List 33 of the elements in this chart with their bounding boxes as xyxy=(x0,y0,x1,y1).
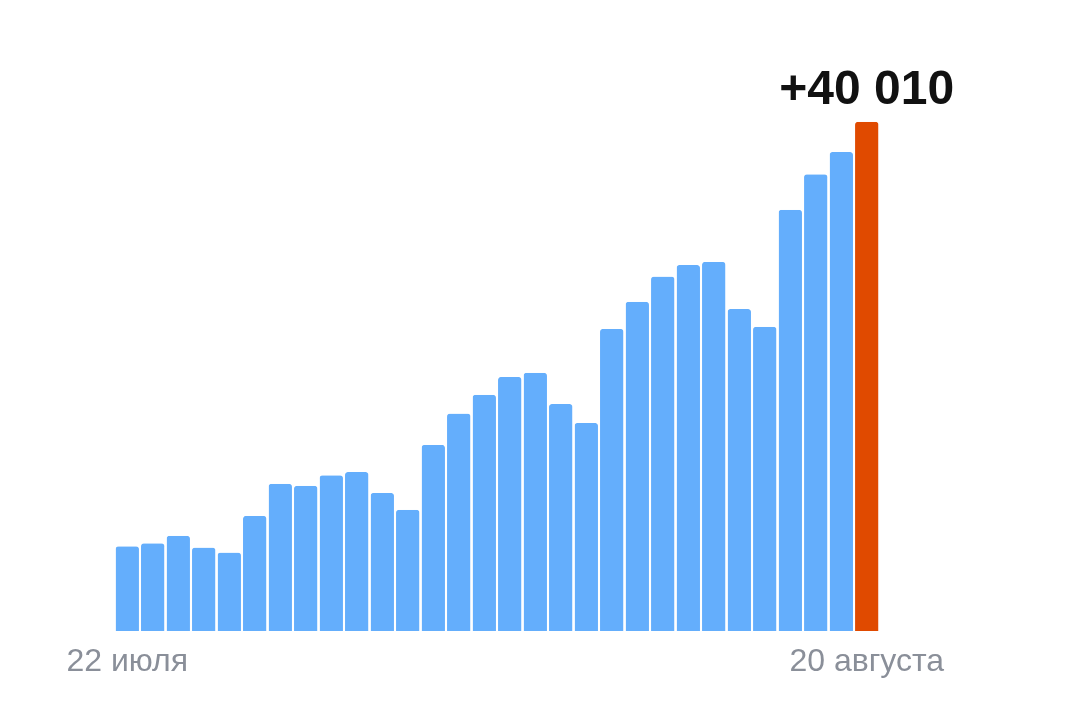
bar xyxy=(753,326,777,631)
bar xyxy=(855,121,879,631)
bar xyxy=(421,444,445,631)
bar xyxy=(141,543,165,631)
bar xyxy=(625,301,649,631)
bar xyxy=(523,372,547,631)
bar xyxy=(345,472,369,631)
data-label: +40 010 xyxy=(779,60,955,114)
bar xyxy=(294,485,318,631)
bar xyxy=(574,422,598,631)
bar xyxy=(268,483,292,631)
bar xyxy=(370,492,394,631)
bar xyxy=(396,509,420,631)
bar xyxy=(217,552,241,631)
bar xyxy=(727,309,751,631)
bar xyxy=(243,515,267,631)
bar xyxy=(472,394,496,631)
bar xyxy=(600,328,624,631)
bar xyxy=(804,174,828,631)
bar xyxy=(319,475,343,631)
bar xyxy=(651,276,675,631)
bar xyxy=(676,265,700,631)
bar xyxy=(778,209,802,631)
bar xyxy=(498,376,522,631)
x-tick-label: 22 июля xyxy=(66,641,189,678)
bar xyxy=(115,546,139,631)
bar xyxy=(192,547,216,631)
bar xyxy=(166,535,190,631)
bar xyxy=(702,261,726,631)
bar xyxy=(549,404,573,631)
bar xyxy=(829,152,853,631)
x-tick-label: 20 августа xyxy=(789,641,945,678)
bar xyxy=(447,413,471,631)
